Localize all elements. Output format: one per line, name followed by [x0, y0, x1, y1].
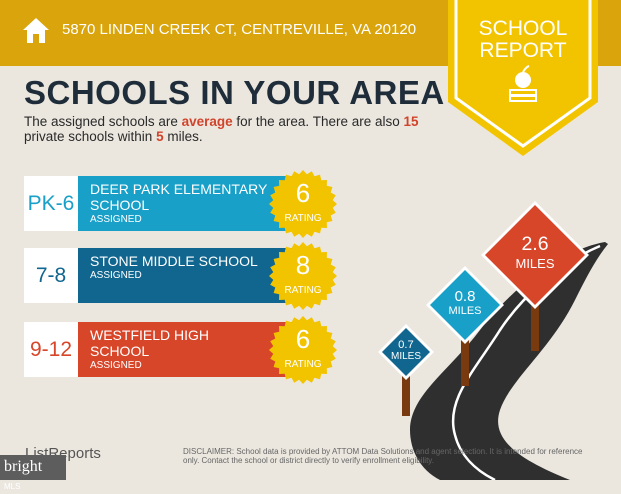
rating-label: RATING: [284, 213, 322, 224]
home-icon: [23, 18, 49, 43]
sign-distance: 0.7: [398, 339, 414, 352]
property-address: 5870 LINDEN CREEK CT, CENTREVILLE, VA 20…: [62, 21, 417, 38]
rating-label: RATING: [284, 359, 322, 370]
rating-badge: [269, 316, 337, 384]
school-row[interactable]: 7-8 STONE MIDDLE SCHOOL ASSIGNED 8 RATING: [24, 242, 344, 310]
rating-value: 6: [295, 324, 311, 354]
school-name: STONE MIDDLE SCHOOL: [90, 253, 258, 269]
page-title: SCHOOLS IN YOUR AREA: [24, 74, 445, 111]
sign-distance: 2.6: [521, 232, 549, 255]
sign-unit: MILES: [515, 255, 555, 271]
rating-value: 6: [295, 178, 311, 208]
apple-books-icon: [509, 65, 537, 102]
rating-badge: [269, 242, 337, 310]
sign-distance: 0.8: [454, 288, 476, 305]
sign-unit: MILES: [448, 305, 482, 317]
disclaimer: DISCLAIMER: School data is provided by A…: [183, 447, 583, 465]
school-status: ASSIGNED: [90, 360, 142, 371]
rating-label: RATING: [284, 285, 322, 296]
grade-range: 7-8: [24, 248, 78, 303]
school-row[interactable]: PK-6 DEER PARK ELEMENTARY SCHOOL ASSIGNED…: [24, 170, 344, 238]
rating-badge: [269, 170, 337, 238]
school-row[interactable]: 9-12 WESTFIELD HIGH SCHOOL ASSIGNED 6 RAT…: [24, 316, 344, 384]
school-status: ASSIGNED: [90, 214, 142, 225]
school-name: DEER PARK ELEMENTARY SCHOOL: [90, 181, 268, 213]
school-name: WESTFIELD HIGH SCHOOL: [90, 327, 210, 359]
school-status: ASSIGNED: [90, 270, 142, 281]
rating-value: 8: [295, 250, 311, 280]
bright-mls-logo: bright MLS: [0, 455, 66, 491]
summary-text: The assigned schools are average for the…: [24, 114, 419, 144]
ribbon-title: SCHOOL REPORT: [478, 17, 568, 62]
sign-unit: MILES: [390, 351, 421, 363]
grade-range: 9-12: [24, 322, 78, 377]
grade-range: PK-6: [24, 176, 78, 231]
school-report-ribbon: [448, 0, 598, 156]
